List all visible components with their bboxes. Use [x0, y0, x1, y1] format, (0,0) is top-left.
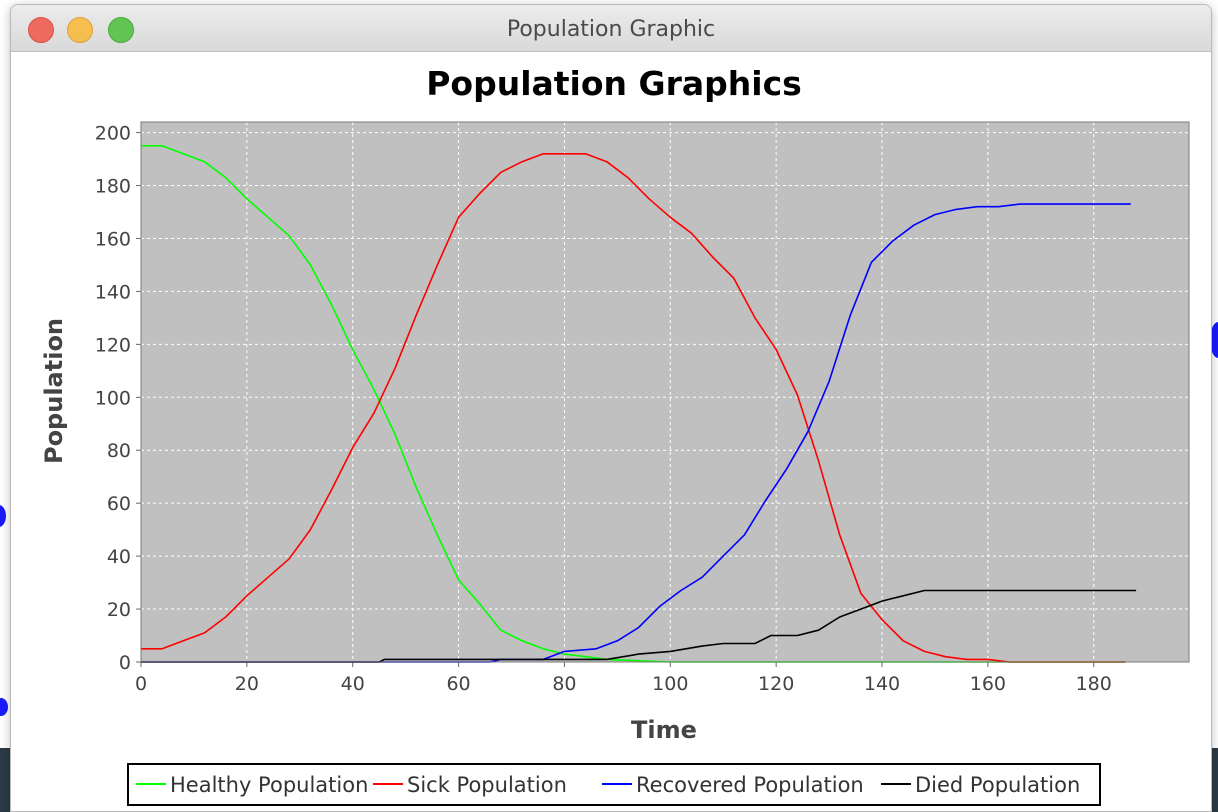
- desktop-marker-dot: [1210, 322, 1218, 358]
- y-tick-label: 80: [107, 440, 131, 462]
- y-tick-label: 200: [95, 123, 131, 145]
- y-tick-label: 100: [95, 387, 131, 409]
- y-tick-label: 20: [107, 599, 131, 621]
- x-tick-label: 180: [1076, 673, 1112, 695]
- plot-area: [141, 122, 1189, 662]
- sick-population-line: [141, 153, 1126, 663]
- died-population-legend-label: Died Population: [915, 773, 1080, 797]
- y-tick-label: 180: [95, 176, 131, 198]
- window-titlebar[interactable]: Population Graphic: [11, 5, 1211, 52]
- y-tick-label: 120: [95, 334, 131, 356]
- x-tick-label: 80: [552, 673, 576, 695]
- chart-title: Population Graphics: [426, 64, 802, 103]
- died-population-line: [141, 589, 1137, 663]
- x-tick-label: 160: [970, 673, 1006, 695]
- legend: Healthy Population Sick Population Recover…: [136, 773, 1080, 797]
- y-tick-label: 140: [95, 281, 131, 303]
- healthy-population-legend-label: Healthy Population: [170, 773, 368, 797]
- x-tick-label: 40: [341, 673, 365, 695]
- y-tick-label: 0: [119, 652, 131, 674]
- zoom-button[interactable]: [108, 17, 134, 43]
- population-line-chart: Population Graphics 0 20 40 60 80 100 120 140 16…: [40, 64, 1190, 806]
- x-tick-label: 140: [864, 673, 900, 695]
- x-tick-label: 100: [652, 673, 688, 695]
- recovered-population-legend-label: Recovered Population: [636, 773, 864, 797]
- x-tick-label: 120: [758, 673, 794, 695]
- axes: 0 20 40 60 80 100 120 140 160 180 200 0 20 40 60 80 100 1…: [95, 123, 1112, 695]
- plot-border: [140, 121, 1190, 663]
- desktop-marker-dot: [0, 698, 8, 716]
- close-button[interactable]: [28, 17, 54, 43]
- population-graphic-window: Population Graphic Population Graphics 0…: [10, 4, 1212, 812]
- x-tick-label: 0: [135, 673, 147, 695]
- y-tick-label: 160: [95, 228, 131, 250]
- y-tick-label: 40: [107, 546, 131, 568]
- y-axis-label: Population: [40, 318, 68, 464]
- minimize-button[interactable]: [67, 17, 93, 43]
- x-axis-label: Time: [631, 716, 697, 744]
- desktop-marker-dot: [0, 505, 6, 527]
- x-tick-label: 20: [235, 673, 259, 695]
- x-tick-label: 60: [446, 673, 470, 695]
- y-tick-label: 60: [107, 493, 131, 515]
- sick-population-legend-label: Sick Population: [407, 773, 567, 797]
- window-title: Population Graphic: [506, 17, 716, 42]
